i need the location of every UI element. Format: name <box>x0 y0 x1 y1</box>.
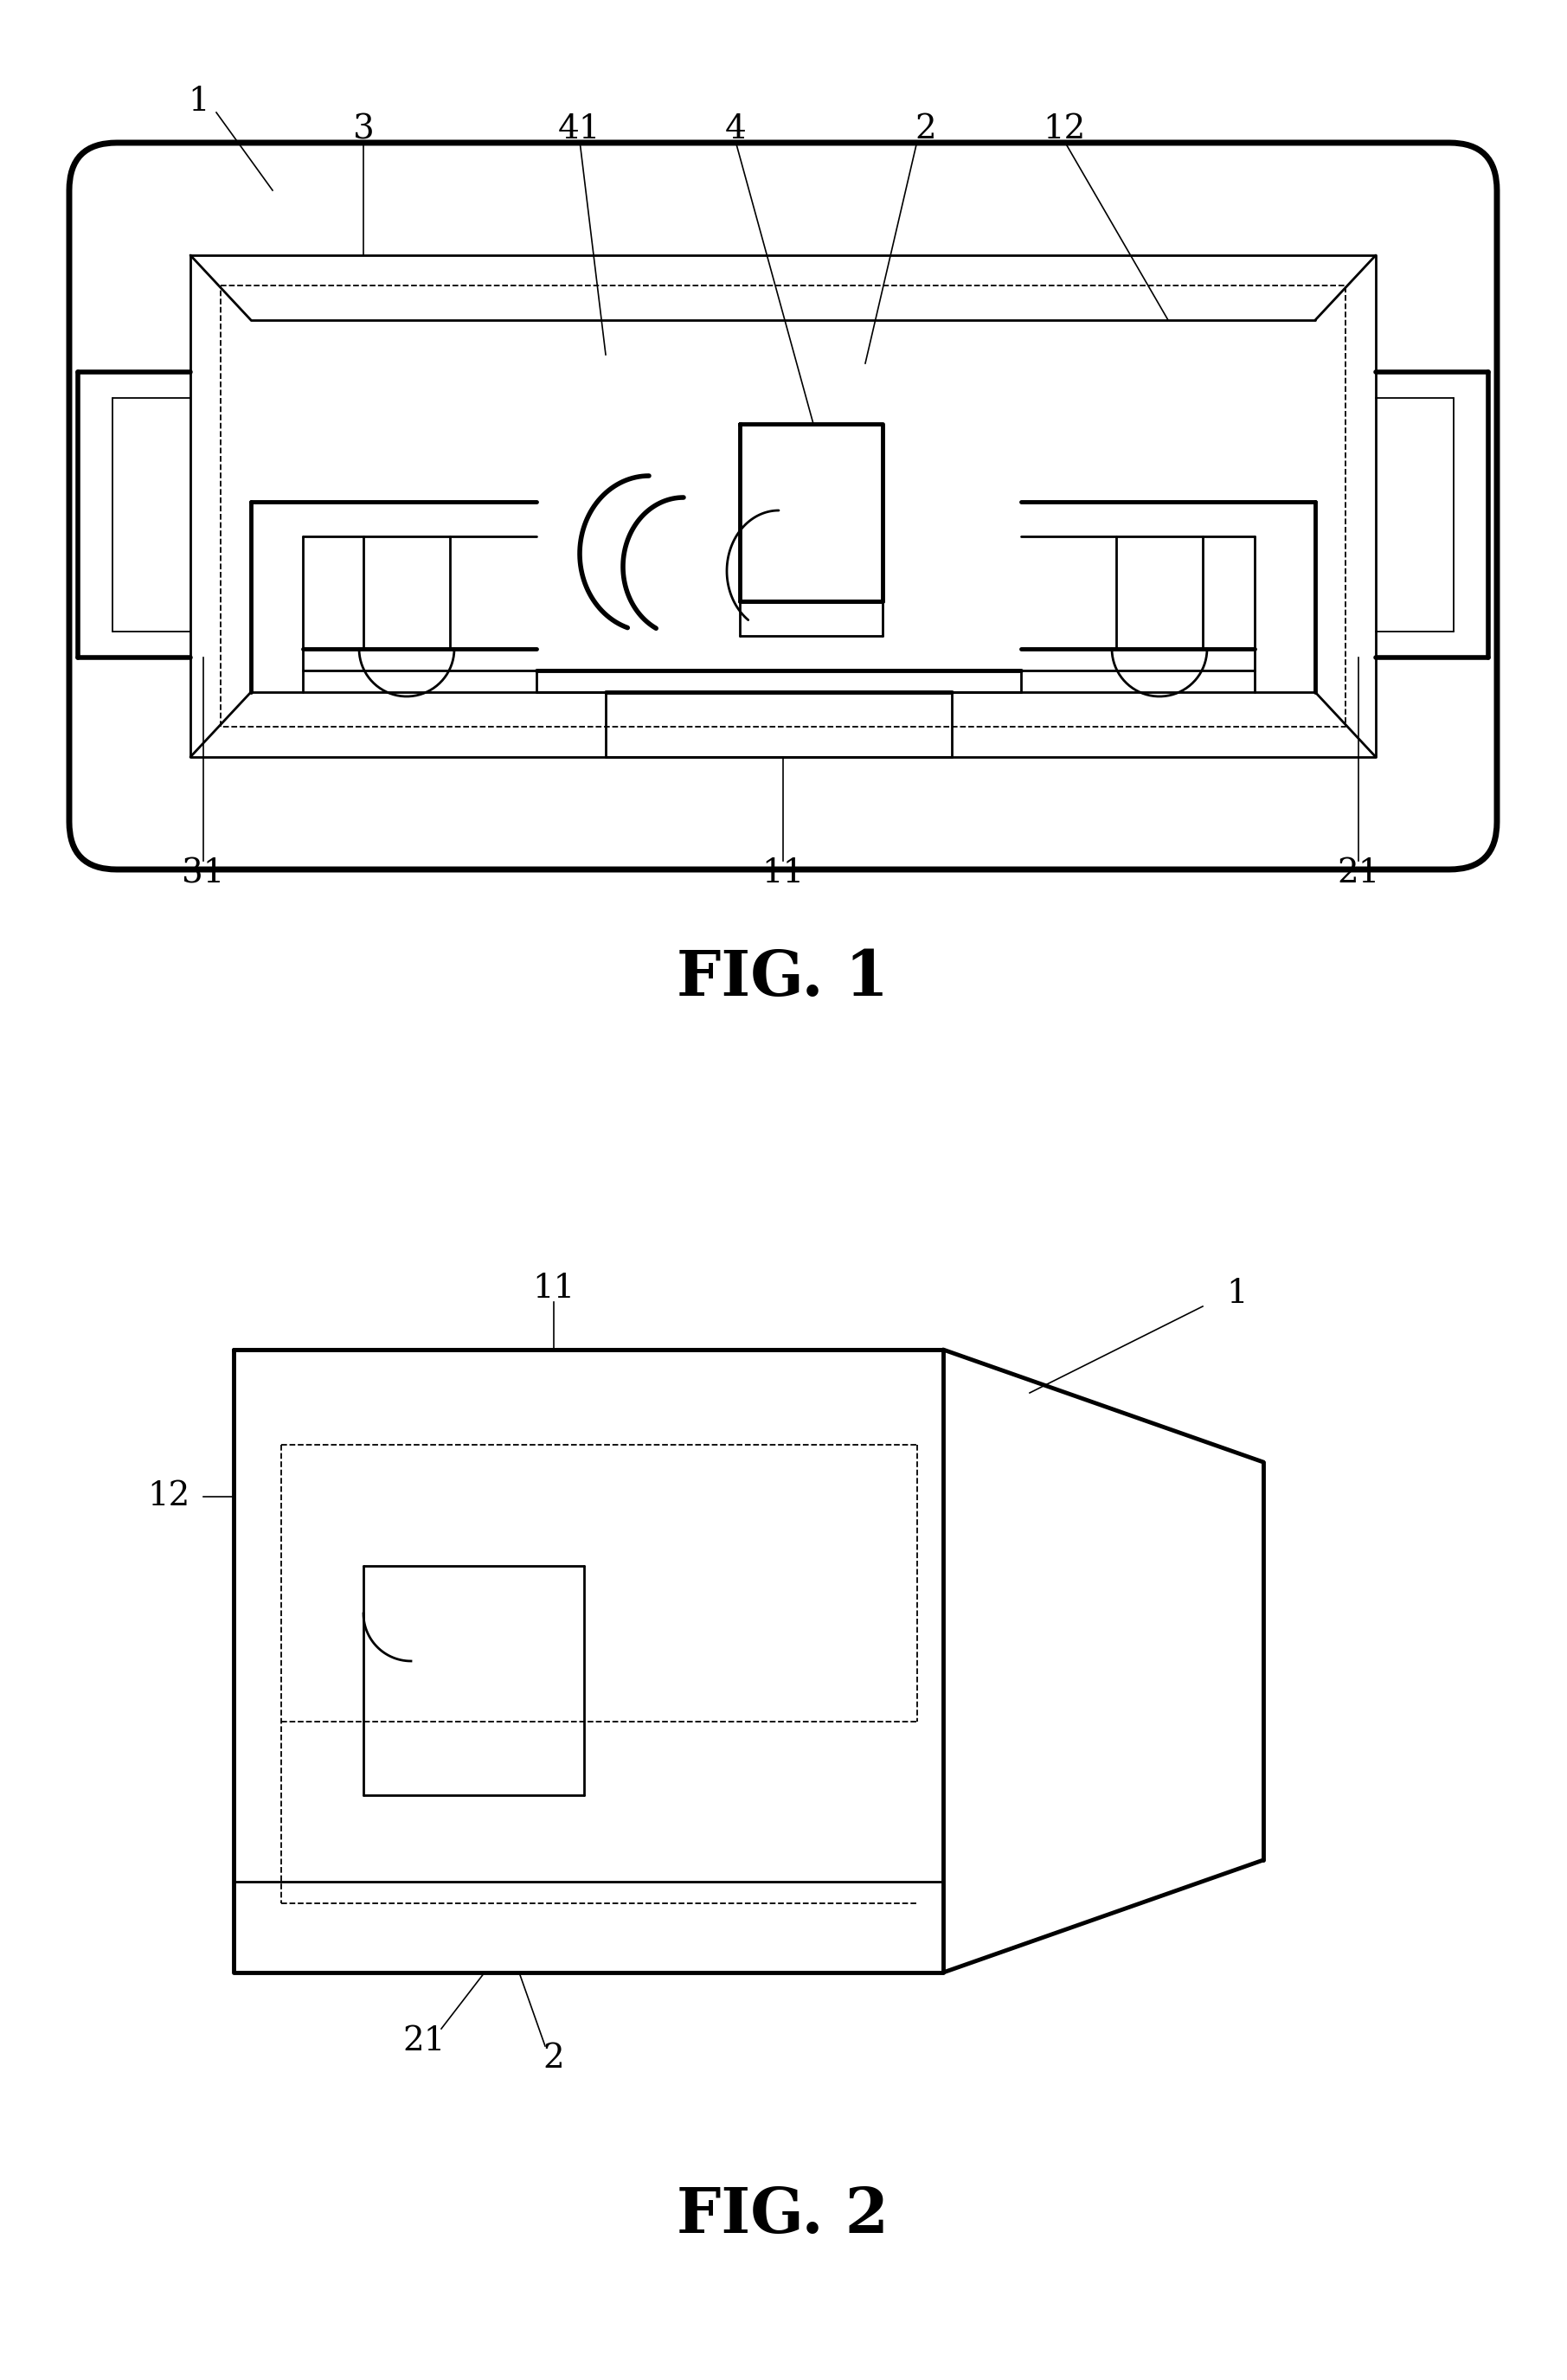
Text: 4: 4 <box>724 114 746 145</box>
Text: 31: 31 <box>182 857 224 890</box>
Text: 12: 12 <box>147 1480 190 1514</box>
Text: 12: 12 <box>1044 114 1086 145</box>
Text: 1: 1 <box>1227 1278 1247 1309</box>
Text: 11: 11 <box>533 1273 575 1304</box>
Text: FIG. 1: FIG. 1 <box>677 947 888 1009</box>
Text: 21: 21 <box>403 2025 445 2059</box>
Text: 11: 11 <box>762 857 804 890</box>
Text: 2: 2 <box>544 2042 564 2075</box>
Text: 3: 3 <box>353 114 375 145</box>
Text: FIG. 2: FIG. 2 <box>677 2185 888 2244</box>
Text: 21: 21 <box>1337 857 1381 890</box>
Text: 41: 41 <box>558 114 602 145</box>
Text: 2: 2 <box>915 114 937 145</box>
Text: 1: 1 <box>188 86 210 119</box>
FancyBboxPatch shape <box>69 143 1496 869</box>
